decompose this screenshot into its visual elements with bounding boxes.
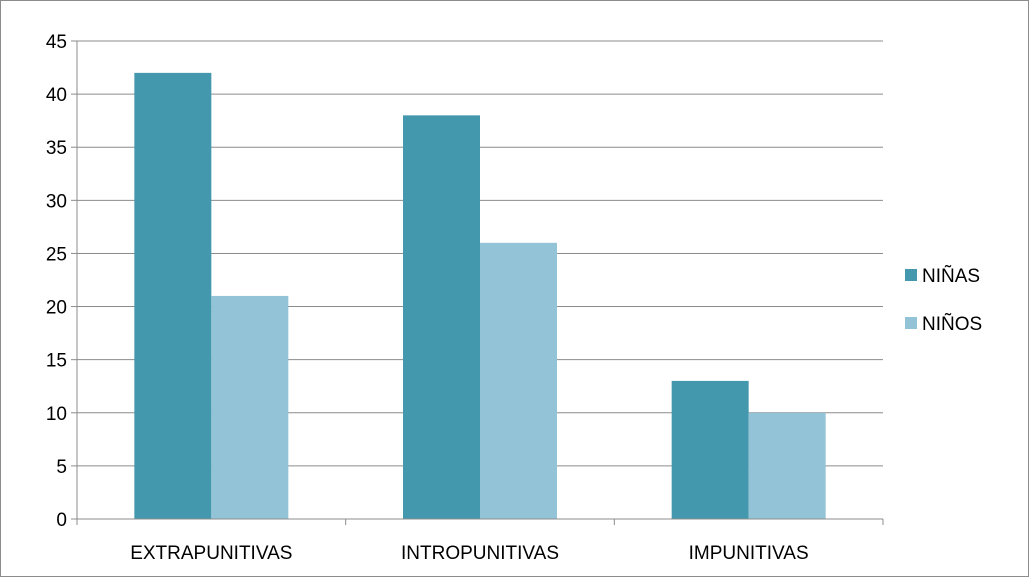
bars — [134, 72, 826, 520]
x-category-label: IMPUNITIVAS — [689, 543, 809, 564]
y-tick-label: 15 — [46, 351, 67, 372]
bar-ninos-0 — [211, 295, 289, 519]
legend-label-ninas: NIÑAS — [922, 265, 980, 287]
legend: NIÑAS NIÑOS — [905, 265, 982, 335]
y-tick-label: 45 — [46, 32, 67, 53]
legend-swatch-ninas — [905, 269, 917, 281]
legend-label-ninos: NIÑOS — [922, 313, 982, 335]
y-tick-label: 40 — [46, 85, 67, 106]
y-tick-label: 25 — [46, 244, 67, 265]
legend-swatch-ninos — [905, 317, 917, 329]
y-tick-label: 35 — [46, 138, 67, 159]
bar-ninos-1 — [480, 242, 557, 520]
y-tick-label: 10 — [46, 404, 67, 425]
bar-ninas-2 — [671, 380, 749, 519]
y-tick-label: 20 — [46, 298, 67, 319]
x-category-label: INTROPUNITIVAS — [401, 543, 559, 564]
bar-ninas-1 — [403, 115, 480, 519]
bar-ninos-2 — [748, 412, 826, 519]
x-category-label: EXTRAPUNITIVAS — [130, 543, 292, 564]
y-tick-label: 0 — [56, 510, 67, 531]
y-tick-label: 30 — [46, 191, 67, 212]
axes: 0 5 10 15 20 25 30 35 40 45 EXTRAPUNITIVAS INTROPUN… — [46, 32, 884, 564]
bar-ninas-0 — [134, 72, 212, 519]
y-tick-label: 5 — [56, 457, 67, 478]
